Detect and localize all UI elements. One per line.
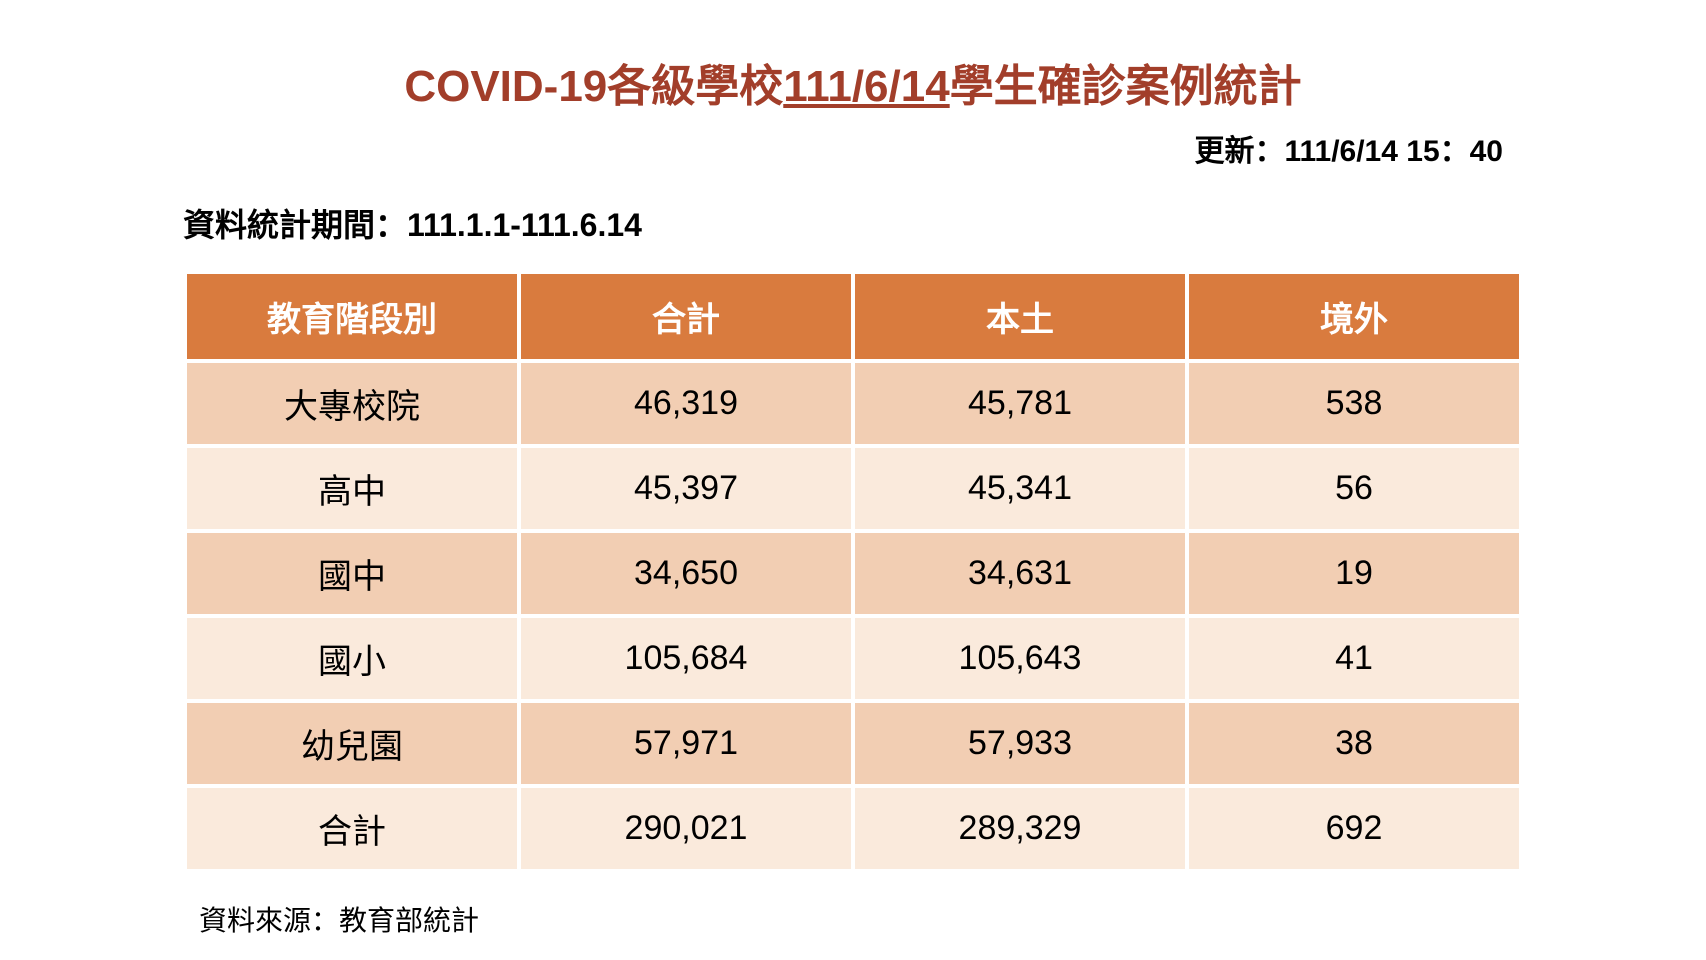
title-prefix: COVID-19各級學校 [404, 62, 783, 111]
table-cell: 國小 [187, 618, 517, 699]
table-cell: 45,781 [855, 363, 1185, 444]
table-cell: 45,397 [521, 448, 851, 529]
table-cell: 538 [1189, 363, 1519, 444]
table-cell: 19 [1189, 533, 1519, 614]
table-cell: 國中 [187, 533, 517, 614]
table-cell: 幼兒園 [187, 703, 517, 784]
table-cell: 692 [1189, 788, 1519, 869]
stat-period: 資料統計期間：111.1.1-111.6.14 [183, 200, 1523, 246]
table-body: 大專校院46,31945,781538高中45,39745,34156國中34,… [187, 363, 1519, 869]
column-header: 本土 [855, 274, 1185, 359]
table-row: 幼兒園57,97157,93338 [187, 703, 1519, 784]
table-row: 高中45,39745,34156 [187, 448, 1519, 529]
data-source: 資料來源：教育部統計 [183, 899, 1523, 939]
table-cell: 41 [1189, 618, 1519, 699]
period-label: 資料統計期間： [183, 207, 407, 243]
table-cell: 57,933 [855, 703, 1185, 784]
table-row: 大專校院46,31945,781538 [187, 363, 1519, 444]
column-header: 境外 [1189, 274, 1519, 359]
table-cell: 大專校院 [187, 363, 517, 444]
report-container: COVID-19各級學校111/6/14學生確診案例統計 更新：111/6/14… [183, 50, 1523, 939]
stats-table: 教育階段別合計本土境外 大專校院46,31945,781538高中45,3974… [183, 270, 1523, 873]
table-cell: 105,643 [855, 618, 1185, 699]
header-row: 教育階段別合計本土境外 [187, 274, 1519, 359]
update-label: 更新： [1194, 135, 1284, 168]
table-cell: 38 [1189, 703, 1519, 784]
table-cell: 45,341 [855, 448, 1185, 529]
table-row: 國中34,65034,63119 [187, 533, 1519, 614]
table-cell: 合計 [187, 788, 517, 869]
table-cell: 289,329 [855, 788, 1185, 869]
table-cell: 57,971 [521, 703, 851, 784]
column-header: 合計 [521, 274, 851, 359]
title-date: 111/6/14 [783, 62, 949, 111]
title-suffix: 學生確診案例統計 [950, 62, 1302, 111]
table-cell: 290,021 [521, 788, 851, 869]
table-cell: 34,631 [855, 533, 1185, 614]
table-cell: 56 [1189, 448, 1519, 529]
table-row: 合計290,021289,329692 [187, 788, 1519, 869]
period-value: 111.1.1-111.6.14 [407, 207, 642, 243]
source-label: 資料來源： [199, 905, 339, 936]
table-cell: 34,650 [521, 533, 851, 614]
update-value: 111/6/14 15：40 [1284, 135, 1503, 168]
column-header: 教育階段別 [187, 274, 517, 359]
table-cell: 高中 [187, 448, 517, 529]
table-cell: 46,319 [521, 363, 851, 444]
table-header: 教育階段別合計本土境外 [187, 274, 1519, 359]
report-title: COVID-19各級學校111/6/14學生確診案例統計 [183, 50, 1523, 114]
table-row: 國小105,684105,64341 [187, 618, 1519, 699]
table-cell: 105,684 [521, 618, 851, 699]
source-value: 教育部統計 [339, 905, 479, 936]
update-time: 更新：111/6/14 15：40 [183, 126, 1523, 170]
